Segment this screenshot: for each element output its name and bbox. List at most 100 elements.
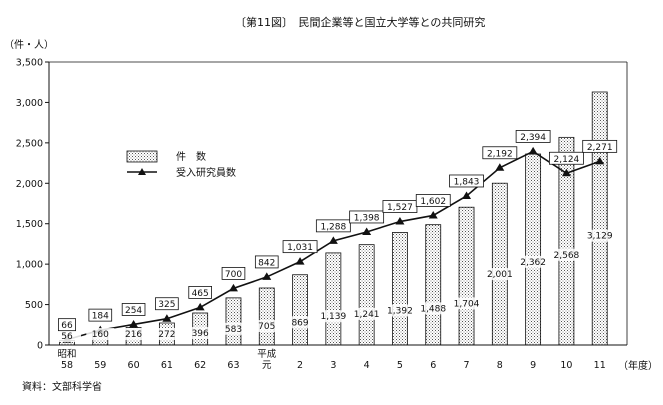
bar-value-label: 1,241 xyxy=(354,310,380,320)
line-value-box xyxy=(582,139,618,153)
bar xyxy=(258,287,275,346)
bar-value-label-bg xyxy=(585,229,614,242)
bar-value-label-bg xyxy=(152,328,181,340)
bar xyxy=(358,244,375,346)
line-value-label: 66 xyxy=(61,321,73,331)
line-value-box xyxy=(221,266,246,280)
line-value-label: 2,124 xyxy=(554,155,580,165)
bar-value-label-bg xyxy=(86,328,115,340)
bar-value-label-bg xyxy=(552,248,581,261)
bar-value-label: 216 xyxy=(125,330,142,340)
line-marker xyxy=(395,217,405,225)
legend-swatch-bar xyxy=(126,150,158,163)
line-marker xyxy=(295,257,305,265)
bar-value-label: 1,139 xyxy=(320,312,346,322)
legend: 件 数 受入研究員数 xyxy=(126,150,236,179)
bar xyxy=(392,232,408,346)
line-marker xyxy=(262,272,272,280)
line-value-label: 1,843 xyxy=(454,177,480,187)
bar-value-label-bg xyxy=(419,302,448,315)
bar-value-label: 1,488 xyxy=(420,304,446,314)
line-value-label: 1,602 xyxy=(420,197,446,207)
line-value-label: 842 xyxy=(258,258,275,268)
bar-value-label-bg xyxy=(252,320,281,333)
line-marker xyxy=(528,146,538,155)
bar xyxy=(558,136,575,346)
line-value-label: 700 xyxy=(225,270,242,280)
x-tick-label: 58 xyxy=(61,360,73,371)
bar xyxy=(325,252,342,346)
line-marker xyxy=(195,302,205,311)
bar xyxy=(458,206,475,346)
x-tick-label: 元 xyxy=(262,360,272,371)
bar-value-label: 396 xyxy=(192,329,209,339)
y-tick-label: 3,000 xyxy=(16,98,43,109)
line-value-box xyxy=(254,255,279,269)
bar-value-label-bg xyxy=(286,316,315,329)
bar-value-label-bg xyxy=(319,310,348,323)
y-tick-label: 500 xyxy=(25,300,43,311)
bar-value-label: 1,704 xyxy=(454,299,480,309)
line-value-label: 2,394 xyxy=(520,133,546,143)
line-marker xyxy=(561,168,571,177)
source-note: 資料：文部科学省 xyxy=(22,380,102,393)
line-marker xyxy=(362,227,372,235)
legend-label-bar: 件 数 xyxy=(176,150,206,163)
line-marker xyxy=(328,236,338,244)
legend-label-line: 受入研究員数 xyxy=(176,166,236,179)
x-tick-label: 11 xyxy=(594,360,606,371)
x-tick-label: 5 xyxy=(397,360,403,371)
bar-value-label: 1,392 xyxy=(387,306,413,316)
line-value-box xyxy=(349,210,385,224)
line-value-label: 2,192 xyxy=(487,149,513,159)
x-axis-label: （年度） xyxy=(618,359,658,372)
bar-value-label-bg xyxy=(119,328,148,340)
x-tick-label: 62 xyxy=(194,360,206,371)
line-value-box xyxy=(121,303,146,316)
line-value-box xyxy=(315,219,351,233)
line-value-box xyxy=(155,297,179,311)
line-value-box xyxy=(549,151,584,165)
line-value-box xyxy=(188,286,212,299)
bar-value-label: 2,362 xyxy=(520,258,546,268)
line-marker xyxy=(428,210,438,219)
line-value-label: 2,271 xyxy=(587,143,613,153)
line-value-box xyxy=(58,318,77,332)
line-marker xyxy=(162,314,172,322)
bar-value-label-bg xyxy=(485,268,514,281)
x-tick-label: 6 xyxy=(430,360,436,371)
bar-value-label-bg xyxy=(352,307,381,320)
x-tick-label: 3 xyxy=(330,360,336,371)
bar-value-label: 2,001 xyxy=(487,270,513,280)
x-tick-label: 63 xyxy=(227,360,239,371)
bar-value-label: 160 xyxy=(92,330,109,340)
bar-value-label-bg xyxy=(385,304,414,317)
bar-value-label-bg xyxy=(452,297,481,310)
bar-value-label-bg xyxy=(186,327,215,340)
line-value-box xyxy=(482,146,518,160)
x-tick-label: 8 xyxy=(497,360,503,371)
y-tick-label: 3,500 xyxy=(16,58,43,69)
x-tick-label: 59 xyxy=(94,360,106,371)
y-tick-label: 1,500 xyxy=(16,219,43,230)
line-value-box xyxy=(282,240,318,254)
x-tick-label: 10 xyxy=(560,360,572,371)
line-marker xyxy=(495,163,505,171)
bar xyxy=(225,297,242,346)
line-value-label: 1,398 xyxy=(354,213,380,223)
y-tick-label: 1,000 xyxy=(16,260,43,271)
line-value-label: 1,031 xyxy=(287,243,313,253)
bar-value-label: 869 xyxy=(291,318,308,328)
bar-value-label: 3,129 xyxy=(587,232,613,242)
line-value-label: 1,288 xyxy=(320,222,346,232)
y-tick-label: 2,500 xyxy=(16,138,43,149)
x-tick-label: 4 xyxy=(364,360,370,371)
line-value-box xyxy=(515,130,551,143)
x-tick-label: 7 xyxy=(464,360,470,371)
line-value-label: 254 xyxy=(125,306,142,316)
line-marker xyxy=(129,319,139,328)
y-axis-label: （件・人） xyxy=(4,39,54,51)
legend-marker-triangle xyxy=(138,168,146,175)
bar-value-label: 705 xyxy=(258,322,275,332)
